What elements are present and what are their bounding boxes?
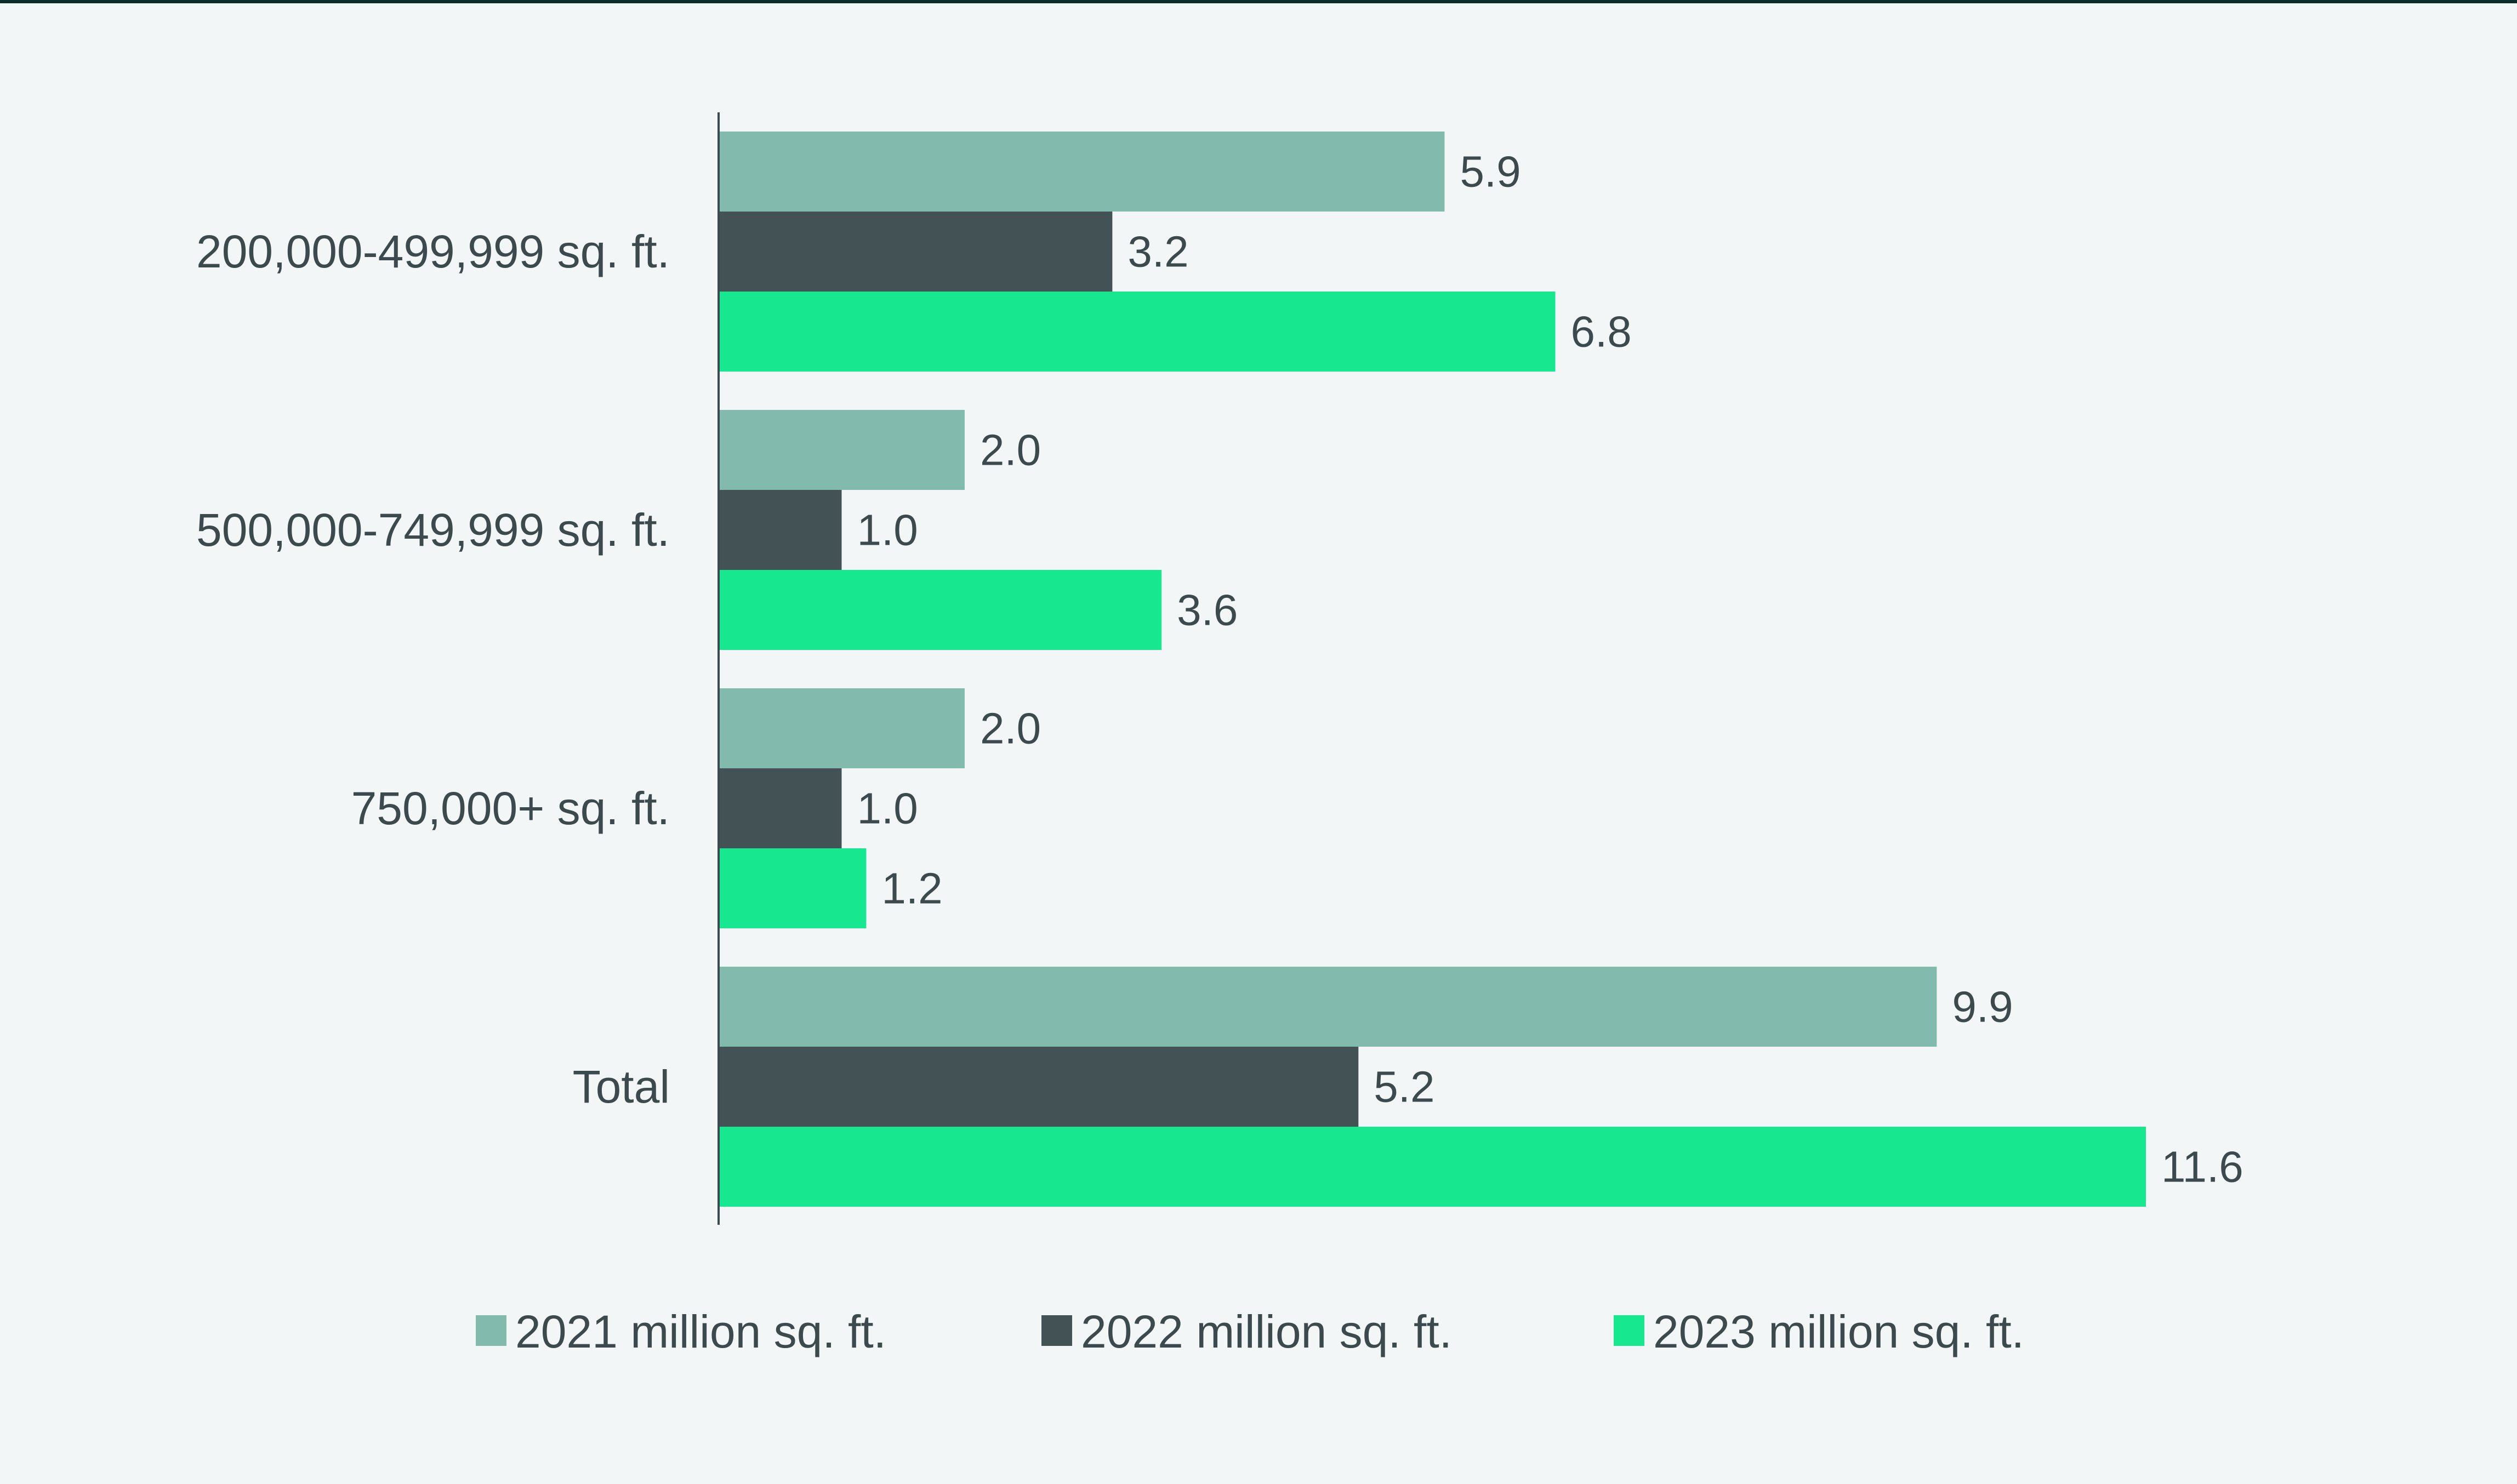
top-rule — [0, 0, 2517, 3]
bar-2023-million-sq-ft-200-000-499-999-sq-ft — [719, 292, 1556, 372]
bar-2021-million-sq-ft-500-000-749-999-sq-ft — [719, 410, 965, 490]
category-label-total: Total — [573, 1061, 670, 1112]
bar-2021-million-sq-ft-200-000-499-999-sq-ft — [719, 132, 1445, 212]
legend-label-2021-million-sq-ft: 2021 million sq. ft. — [515, 1306, 886, 1357]
bar-2023-million-sq-ft-500-000-749-999-sq-ft — [719, 570, 1162, 650]
value-labels-group: 5.9 3.2 6.8 2.0 1.0 3.6 2.0 1.0 1.2 9.9 5.2 11.6 — [857, 147, 2243, 1191]
value-label-2021-million-sq-ft-total: 9.9 — [1952, 983, 2013, 1031]
legend-swatch-2021-million-sq-ft — [476, 1315, 506, 1346]
legend: 2021 million sq. ft. 2022 million sq. ft.… — [476, 1306, 2024, 1357]
category-label-200-000-499-999-sq-ft: 200,000-499,999 sq. ft. — [196, 226, 670, 277]
legend-label-2023-million-sq-ft: 2023 million sq. ft. — [1653, 1306, 2024, 1357]
bar-2022-million-sq-ft-750-000-sq-ft — [719, 768, 842, 848]
bar-2023-million-sq-ft-750-000-sq-ft — [719, 848, 867, 928]
value-label-2022-million-sq-ft-total: 5.2 — [1374, 1063, 1434, 1111]
value-label-2023-million-sq-ft-200-000-499-999-sq-ft: 6.8 — [1570, 307, 1631, 356]
category-label-750-000-sq-ft: 750,000+ sq. ft. — [351, 783, 670, 834]
bar-2022-million-sq-ft-total — [719, 1047, 1359, 1127]
bar-2022-million-sq-ft-200-000-499-999-sq-ft — [719, 212, 1113, 292]
legend-swatch-2023-million-sq-ft — [1614, 1315, 1644, 1346]
value-label-2022-million-sq-ft-750-000-sq-ft: 1.0 — [857, 784, 918, 833]
value-label-2023-million-sq-ft-total: 11.6 — [2161, 1143, 2243, 1191]
value-label-2021-million-sq-ft-750-000-sq-ft: 2.0 — [980, 704, 1041, 753]
legend-label-2022-million-sq-ft: 2022 million sq. ft. — [1081, 1306, 1452, 1357]
value-label-2021-million-sq-ft-200-000-499-999-sq-ft: 5.9 — [1460, 147, 1521, 196]
bar-2021-million-sq-ft-750-000-sq-ft — [719, 688, 965, 768]
value-label-2023-million-sq-ft-500-000-749-999-sq-ft: 3.6 — [1177, 586, 1238, 635]
legend-swatch-2022-million-sq-ft — [1041, 1315, 1072, 1346]
value-label-2022-million-sq-ft-200-000-499-999-sq-ft: 3.2 — [1127, 227, 1188, 276]
value-label-2021-million-sq-ft-500-000-749-999-sq-ft: 2.0 — [980, 426, 1041, 475]
category-label-500-000-749-999-sq-ft: 500,000-749,999 sq. ft. — [196, 504, 670, 556]
category-labels-group: 200,000-499,999 sq. ft. 500,000-749,999 s… — [196, 226, 670, 1112]
bar-2022-million-sq-ft-500-000-749-999-sq-ft — [719, 490, 842, 570]
bar-2023-million-sq-ft-total — [719, 1127, 2146, 1207]
value-label-2022-million-sq-ft-500-000-749-999-sq-ft: 1.0 — [857, 506, 918, 555]
bars-group — [719, 132, 2146, 1207]
value-label-2023-million-sq-ft-750-000-sq-ft: 1.2 — [881, 864, 942, 913]
bar-2021-million-sq-ft-total — [719, 967, 1937, 1047]
